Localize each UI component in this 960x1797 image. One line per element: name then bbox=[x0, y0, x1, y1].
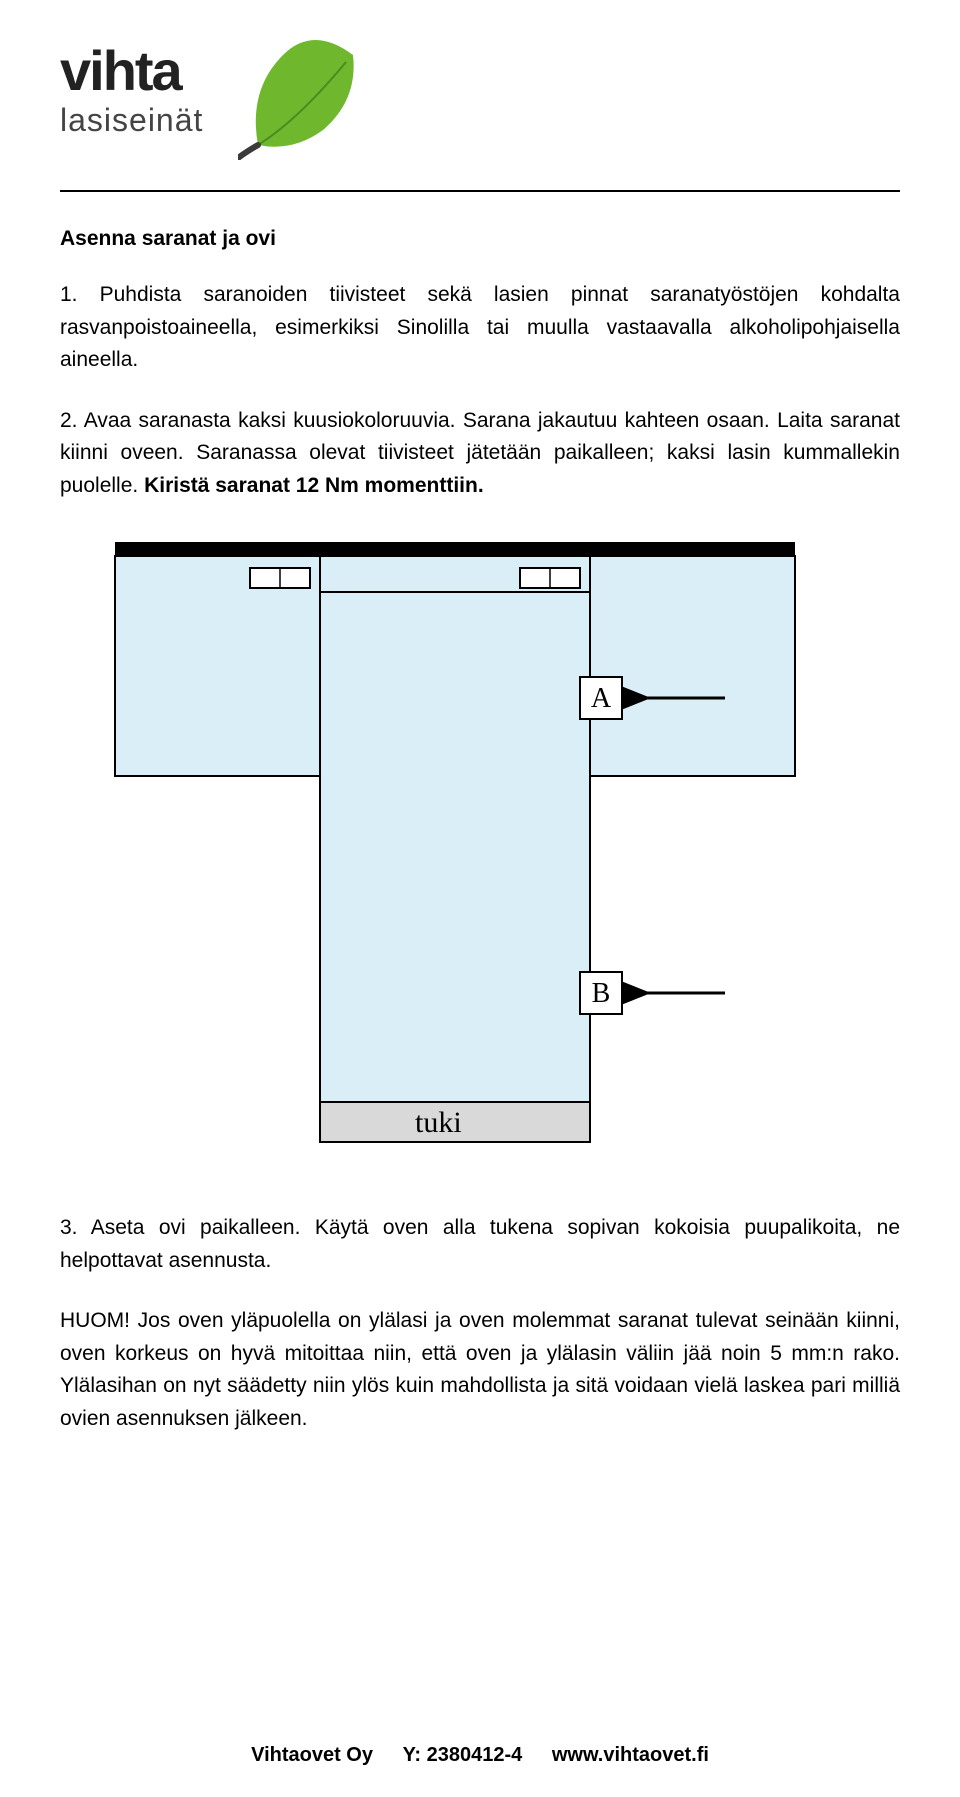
paragraph-2: 2. Avaa saranasta kaksi kuusiokoloruuvia… bbox=[60, 405, 900, 503]
footer-url: www.vihtaovet.fi bbox=[552, 1744, 709, 1766]
logo-sub-text: lasiseinät bbox=[60, 102, 203, 139]
logo-area: vihta lasiseinät bbox=[60, 30, 900, 170]
paragraph-2-bold: Kiristä saranat 12 Nm momenttiin. bbox=[144, 474, 484, 497]
paragraph-3: 3. Aseta ovi paikalleen. Käytä oven alla… bbox=[60, 1212, 900, 1277]
footer-company: Vihtaovet Oy bbox=[251, 1744, 373, 1766]
installation-diagram: tuki A B bbox=[105, 532, 855, 1162]
paragraph-4: HUOM! Jos oven yläpuolella on ylälasi ja… bbox=[60, 1305, 900, 1435]
paragraph-1: 1. Puhdista saranoiden tiivisteet sekä l… bbox=[60, 279, 900, 377]
svg-text:tuki: tuki bbox=[415, 1106, 462, 1139]
footer-reg: Y: 2380412-4 bbox=[403, 1744, 523, 1766]
logo-main-text: vihta bbox=[60, 38, 181, 103]
leaf-icon bbox=[238, 30, 368, 160]
section-title: Asenna saranat ja ovi bbox=[60, 227, 900, 251]
header-divider bbox=[60, 190, 900, 192]
svg-text:A: A bbox=[591, 684, 612, 715]
svg-text:B: B bbox=[592, 979, 611, 1010]
footer: Vihtaovet Oy Y: 2380412-4 www.vihtaovet.… bbox=[0, 1744, 960, 1767]
